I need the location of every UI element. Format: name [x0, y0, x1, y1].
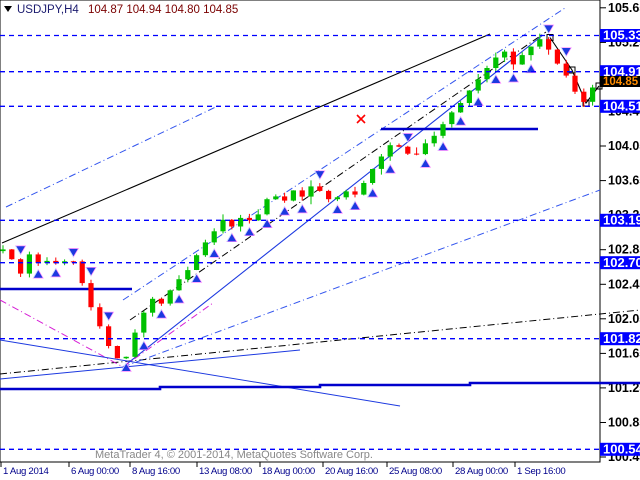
svg-text:104.85: 104.85: [603, 76, 639, 88]
svg-text:103.19: 103.19: [603, 213, 640, 228]
svg-text:101.82: 101.82: [603, 331, 640, 346]
svg-text:102.05: 102.05: [608, 312, 640, 326]
svg-text:102.45: 102.45: [608, 277, 640, 291]
svg-text:104.87 104.94 104.80 104.85: 104.87 104.94 104.80 104.85: [88, 4, 238, 16]
svg-text:20 Aug 16:00: 20 Aug 16:00: [325, 466, 378, 477]
svg-text:1 Sep 16:00: 1 Sep 16:00: [517, 466, 565, 477]
svg-text:102.70: 102.70: [603, 255, 640, 270]
svg-text:104.05: 104.05: [608, 139, 640, 153]
svg-text:8 Aug 16:00: 8 Aug 16:00: [132, 466, 180, 477]
svg-text:1 Aug 2014: 1 Aug 2014: [3, 466, 50, 477]
svg-text:18 Aug 00:00: 18 Aug 00:00: [262, 466, 315, 477]
svg-text:100.85: 100.85: [608, 416, 640, 430]
svg-text:104.51: 104.51: [603, 99, 640, 114]
svg-text:28 Aug 00:00: 28 Aug 00:00: [455, 466, 508, 477]
svg-text:100.54: 100.54: [603, 442, 640, 457]
svg-text:103.65: 103.65: [608, 174, 640, 188]
svg-text:101.65: 101.65: [608, 346, 640, 360]
svg-text:105.33: 105.33: [603, 28, 640, 43]
svg-text:13 Aug 08:00: 13 Aug 08:00: [199, 466, 252, 477]
svg-text:USDJPY,H4: USDJPY,H4: [17, 4, 79, 16]
svg-text:105.65: 105.65: [608, 1, 640, 15]
svg-text:6 Aug 00:00: 6 Aug 00:00: [71, 466, 119, 477]
svg-text:MetaTrader 4, © 2001-2014, Met: MetaTrader 4, © 2001-2014, MetaQuotes So…: [95, 449, 373, 461]
svg-text:25 Aug 08:00: 25 Aug 08:00: [389, 466, 442, 477]
